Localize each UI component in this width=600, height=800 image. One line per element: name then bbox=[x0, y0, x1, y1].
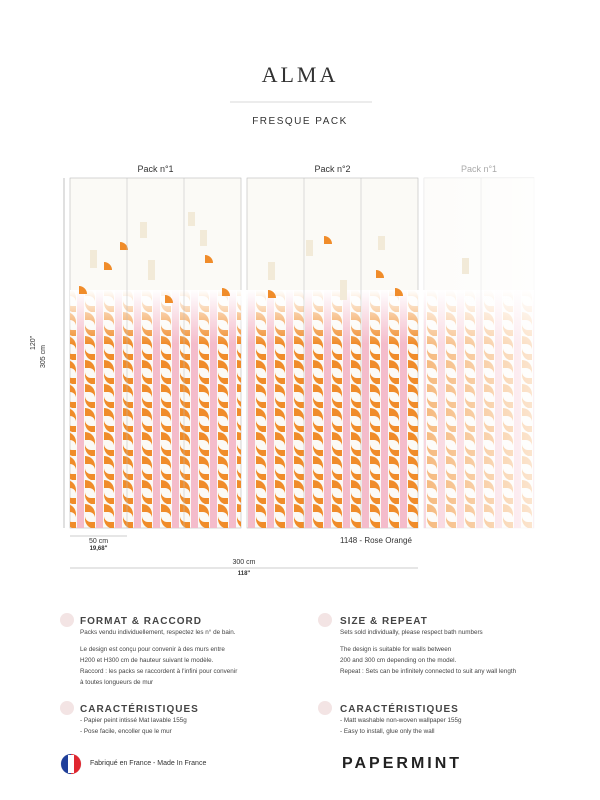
section-line: - Papier peint intissé Mat lavable 155g bbox=[80, 717, 187, 724]
strip-cm: 50 cm bbox=[88, 538, 109, 545]
reference: 1148 - Rose Orangé bbox=[340, 536, 412, 545]
panels bbox=[69, 177, 600, 530]
section-line: Repeat : Sets can be infinitely connecte… bbox=[340, 668, 517, 675]
dimension-lines bbox=[63, 178, 418, 569]
section-line: - Easy to install, glue only the wall bbox=[340, 728, 435, 735]
made-in: Fabriqué en France - Made In France bbox=[90, 760, 207, 767]
section-line: Le design est conçu pour convenir à des … bbox=[80, 646, 225, 653]
section-line: - Matt washable non-woven wallpaper 155g bbox=[340, 717, 462, 724]
subtitle: FRESQUE PACK bbox=[252, 116, 348, 127]
width-cm: 300 cm bbox=[232, 559, 256, 566]
width-in: 118" bbox=[237, 571, 251, 577]
icon bbox=[60, 701, 74, 715]
illustration bbox=[63, 101, 600, 569]
height-in: 120" bbox=[30, 335, 37, 350]
section-title: CARACTÉRISTIQUES bbox=[80, 704, 199, 715]
title: ALMA bbox=[261, 62, 339, 87]
section-line: à toutes longueurs de mur bbox=[80, 679, 154, 686]
pack-label: Pack n°2 bbox=[314, 164, 351, 174]
section-line: The design is suitable for walls between bbox=[340, 646, 452, 653]
section-line: 200 and 300 cm depending on the model. bbox=[340, 657, 457, 664]
section-line: H200 et H300 cm de hauteur suivant le mo… bbox=[80, 657, 214, 664]
brand: PAPERMINT bbox=[342, 755, 463, 772]
pack-label: Pack n°1 bbox=[137, 164, 174, 174]
height-cm: 305 cm bbox=[40, 345, 47, 368]
pack-label: Pack n°1 bbox=[460, 164, 498, 174]
section-line: Packs vendu individuellement, respectez … bbox=[80, 629, 236, 636]
section-title: FORMAT & RACCORD bbox=[80, 616, 202, 627]
icon bbox=[60, 613, 74, 627]
section-line: - Pose facile, encoller que le mur bbox=[80, 728, 172, 735]
section-title: CARACTÉRISTIQUES bbox=[340, 704, 459, 715]
section-line: Raccord : les packs se raccordent à l'in… bbox=[80, 668, 238, 675]
section-title: SIZE & REPEAT bbox=[340, 616, 428, 627]
icon bbox=[318, 613, 332, 627]
icon bbox=[318, 701, 332, 715]
section-line: Sets sold individually, please respect b… bbox=[340, 629, 483, 636]
strip-in: 19,68" bbox=[89, 546, 108, 552]
